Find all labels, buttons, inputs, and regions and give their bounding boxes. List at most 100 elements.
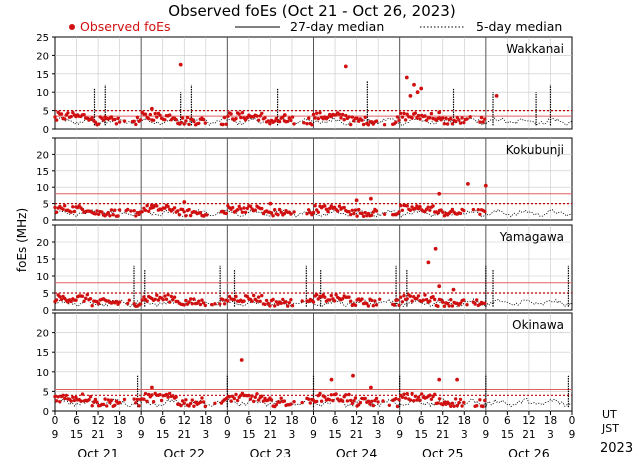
observed-point — [450, 401, 455, 405]
observed-point — [258, 299, 262, 303]
observed-point — [360, 297, 364, 301]
observed-point — [455, 377, 459, 382]
observed-point — [187, 122, 191, 127]
observed-point — [289, 298, 293, 302]
ut-tick-label: 6 — [332, 415, 339, 427]
observed-point — [460, 404, 464, 408]
observed-point — [176, 209, 180, 213]
observed-point — [363, 115, 367, 120]
observed-point — [53, 394, 57, 399]
observed-point — [161, 298, 165, 302]
observed-point — [90, 116, 94, 120]
observed-point — [248, 397, 253, 401]
jst-tick-label: 3 — [116, 429, 123, 441]
y-tick-label: 25 — [36, 33, 49, 44]
observed-point — [263, 116, 267, 120]
observed-point — [132, 397, 136, 401]
observed-point — [147, 209, 151, 213]
observed-point — [476, 208, 480, 212]
y-tick-label: 5 — [43, 200, 49, 211]
observed-point — [326, 209, 330, 214]
observed-point — [140, 210, 144, 214]
observed-point — [397, 118, 401, 122]
observed-point — [69, 399, 73, 403]
observed-point — [413, 111, 417, 115]
observed-point — [190, 398, 194, 402]
observed-point — [53, 205, 57, 210]
observed-point — [111, 213, 115, 217]
observed-point — [442, 122, 447, 126]
observed-point — [163, 206, 167, 210]
observed-point — [205, 213, 209, 217]
observed-point — [374, 119, 379, 123]
observed-point — [62, 117, 67, 121]
observed-point — [166, 395, 170, 399]
observed-point — [350, 401, 354, 406]
observed-point — [415, 90, 420, 95]
observed-point — [408, 94, 413, 98]
observed-point — [240, 111, 245, 115]
panel-yamagawa: 0 5 10 15 20 Yamagawa — [36, 224, 573, 317]
observed-point — [394, 120, 398, 124]
observed-point — [151, 400, 156, 404]
observed-point — [462, 298, 466, 302]
observed-point — [307, 397, 311, 401]
observed-point — [437, 110, 442, 115]
observed-point — [374, 209, 379, 213]
observed-point — [371, 210, 375, 214]
observed-point — [222, 115, 227, 120]
observed-point — [334, 392, 338, 396]
observed-point — [114, 122, 119, 126]
ut-tick-label: 12 — [91, 415, 104, 427]
observed-point — [415, 296, 419, 301]
ut-tick-label: 6 — [504, 415, 511, 427]
y-tick-label: 15 — [36, 70, 49, 81]
observed-point — [441, 210, 445, 214]
observed-point — [187, 404, 191, 408]
observed-point — [429, 397, 434, 401]
observed-point — [368, 402, 372, 406]
observed-point — [150, 393, 154, 397]
observed-point — [442, 304, 447, 308]
observed-point — [481, 404, 485, 409]
observed-point — [184, 119, 188, 123]
observed-point — [79, 399, 83, 403]
observed-point — [252, 293, 256, 298]
observed-point — [203, 404, 207, 409]
observed-point — [245, 115, 249, 120]
observed-point — [260, 394, 264, 398]
jst-tick-label: 15 — [70, 429, 83, 441]
observed-point — [483, 209, 487, 214]
observed-point — [74, 298, 78, 302]
observed-point — [452, 404, 456, 408]
observed-point — [177, 213, 182, 217]
observed-point — [240, 210, 245, 214]
observed-point — [286, 119, 290, 124]
observed-point — [426, 205, 430, 209]
day-label: Oct 22 — [164, 446, 206, 457]
chart-title: Observed foEs (Oct 21 - Oct 26, 2023) — [168, 2, 455, 20]
observed-point — [266, 301, 270, 306]
observed-point — [116, 214, 120, 218]
observed-point — [369, 385, 373, 390]
observed-point — [182, 210, 186, 214]
observed-point — [332, 299, 337, 303]
observed-point — [289, 212, 293, 216]
observed-point — [210, 302, 214, 307]
day-label: Oct 25 — [422, 446, 464, 457]
observed-point — [370, 298, 374, 303]
observed-point — [397, 398, 401, 402]
observed-point — [449, 298, 453, 302]
observed-point — [292, 122, 296, 126]
jst-tick-label: 9 — [569, 429, 576, 441]
legend-observed-label: Observed foEs — [80, 19, 171, 34]
y-tick-label: 0 — [43, 125, 49, 136]
observed-point — [402, 392, 406, 396]
observed-point — [276, 213, 280, 217]
observed-point — [182, 401, 186, 405]
observed-point — [108, 214, 112, 218]
observed-point — [158, 392, 162, 397]
observed-point — [413, 206, 417, 211]
ut-tick-label: 0 — [310, 415, 317, 427]
observed-point — [163, 118, 167, 122]
